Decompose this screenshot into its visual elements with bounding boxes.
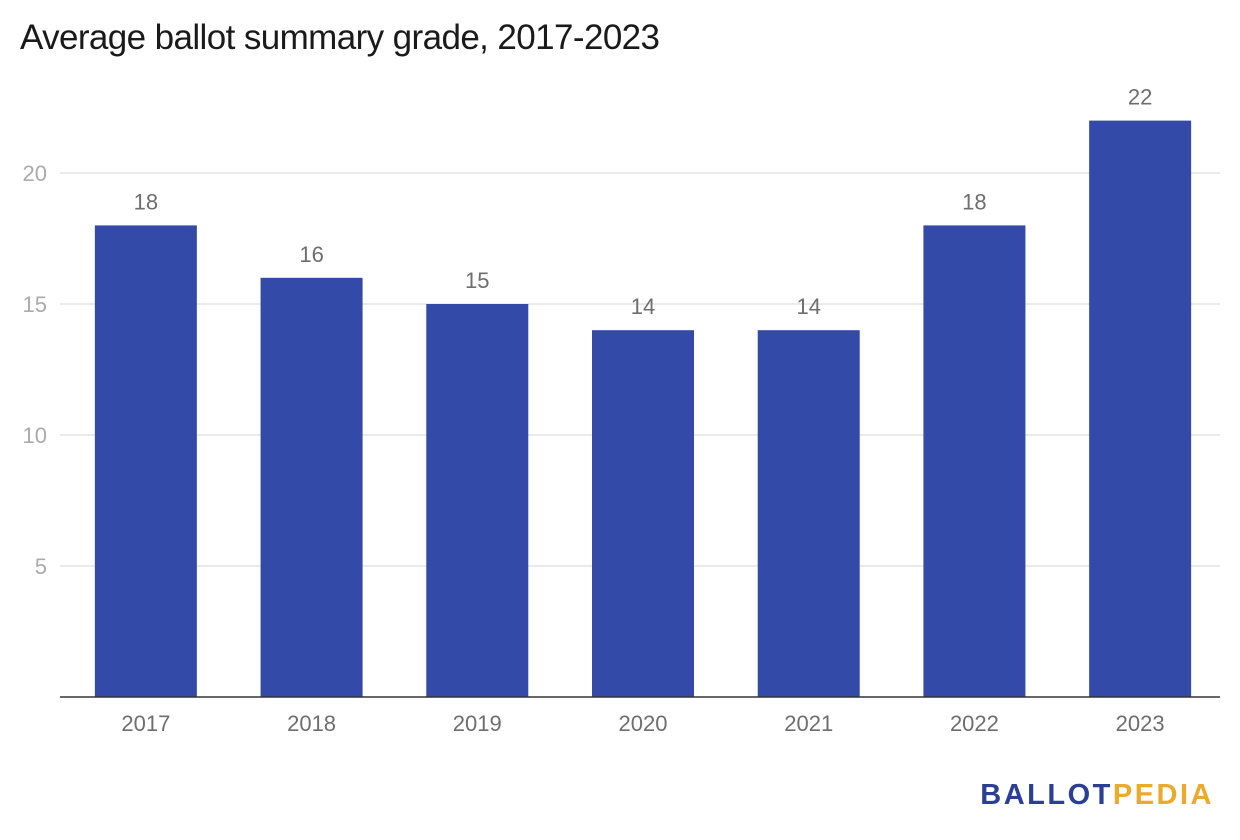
data-label-2023: 22 xyxy=(1128,85,1152,110)
data-label-2018: 16 xyxy=(299,242,323,267)
bar-2017 xyxy=(94,225,197,697)
data-label-2022: 18 xyxy=(962,189,986,214)
x-tick-label-2017: 2017 xyxy=(121,711,170,736)
x-tick-label-2021: 2021 xyxy=(784,711,833,736)
ballotpedia-logo: BALLOTPEDIA xyxy=(980,779,1214,812)
data-label-2020: 14 xyxy=(631,294,655,319)
bar-2021 xyxy=(757,330,860,697)
data-label-2019: 15 xyxy=(465,268,489,293)
logo-pedia-text: PEDIA xyxy=(1112,779,1214,811)
x-tick-label-2018: 2018 xyxy=(287,711,336,736)
y-tick-label-10: 10 xyxy=(23,423,47,448)
bar-2018 xyxy=(260,277,363,697)
bar-2023 xyxy=(1089,120,1192,698)
x-tick-label-2023: 2023 xyxy=(1116,711,1165,736)
x-tick-label-2022: 2022 xyxy=(950,711,999,736)
data-label-2017: 18 xyxy=(134,189,158,214)
logo-ballot-text: BALLOT xyxy=(980,779,1113,811)
y-tick-label-5: 5 xyxy=(35,554,47,579)
y-tick-label-15: 15 xyxy=(23,292,47,317)
data-label-2021: 14 xyxy=(796,294,820,319)
bar-2022 xyxy=(923,225,1026,697)
bar-2020 xyxy=(592,330,694,697)
x-tick-label-2019: 2019 xyxy=(453,711,502,736)
y-tick-label-20: 20 xyxy=(23,161,47,186)
bar-2019 xyxy=(426,304,529,697)
chart-title: Average ballot summary grade, 2017-2023 xyxy=(20,18,660,57)
x-tick-label-2020: 2020 xyxy=(619,711,668,736)
